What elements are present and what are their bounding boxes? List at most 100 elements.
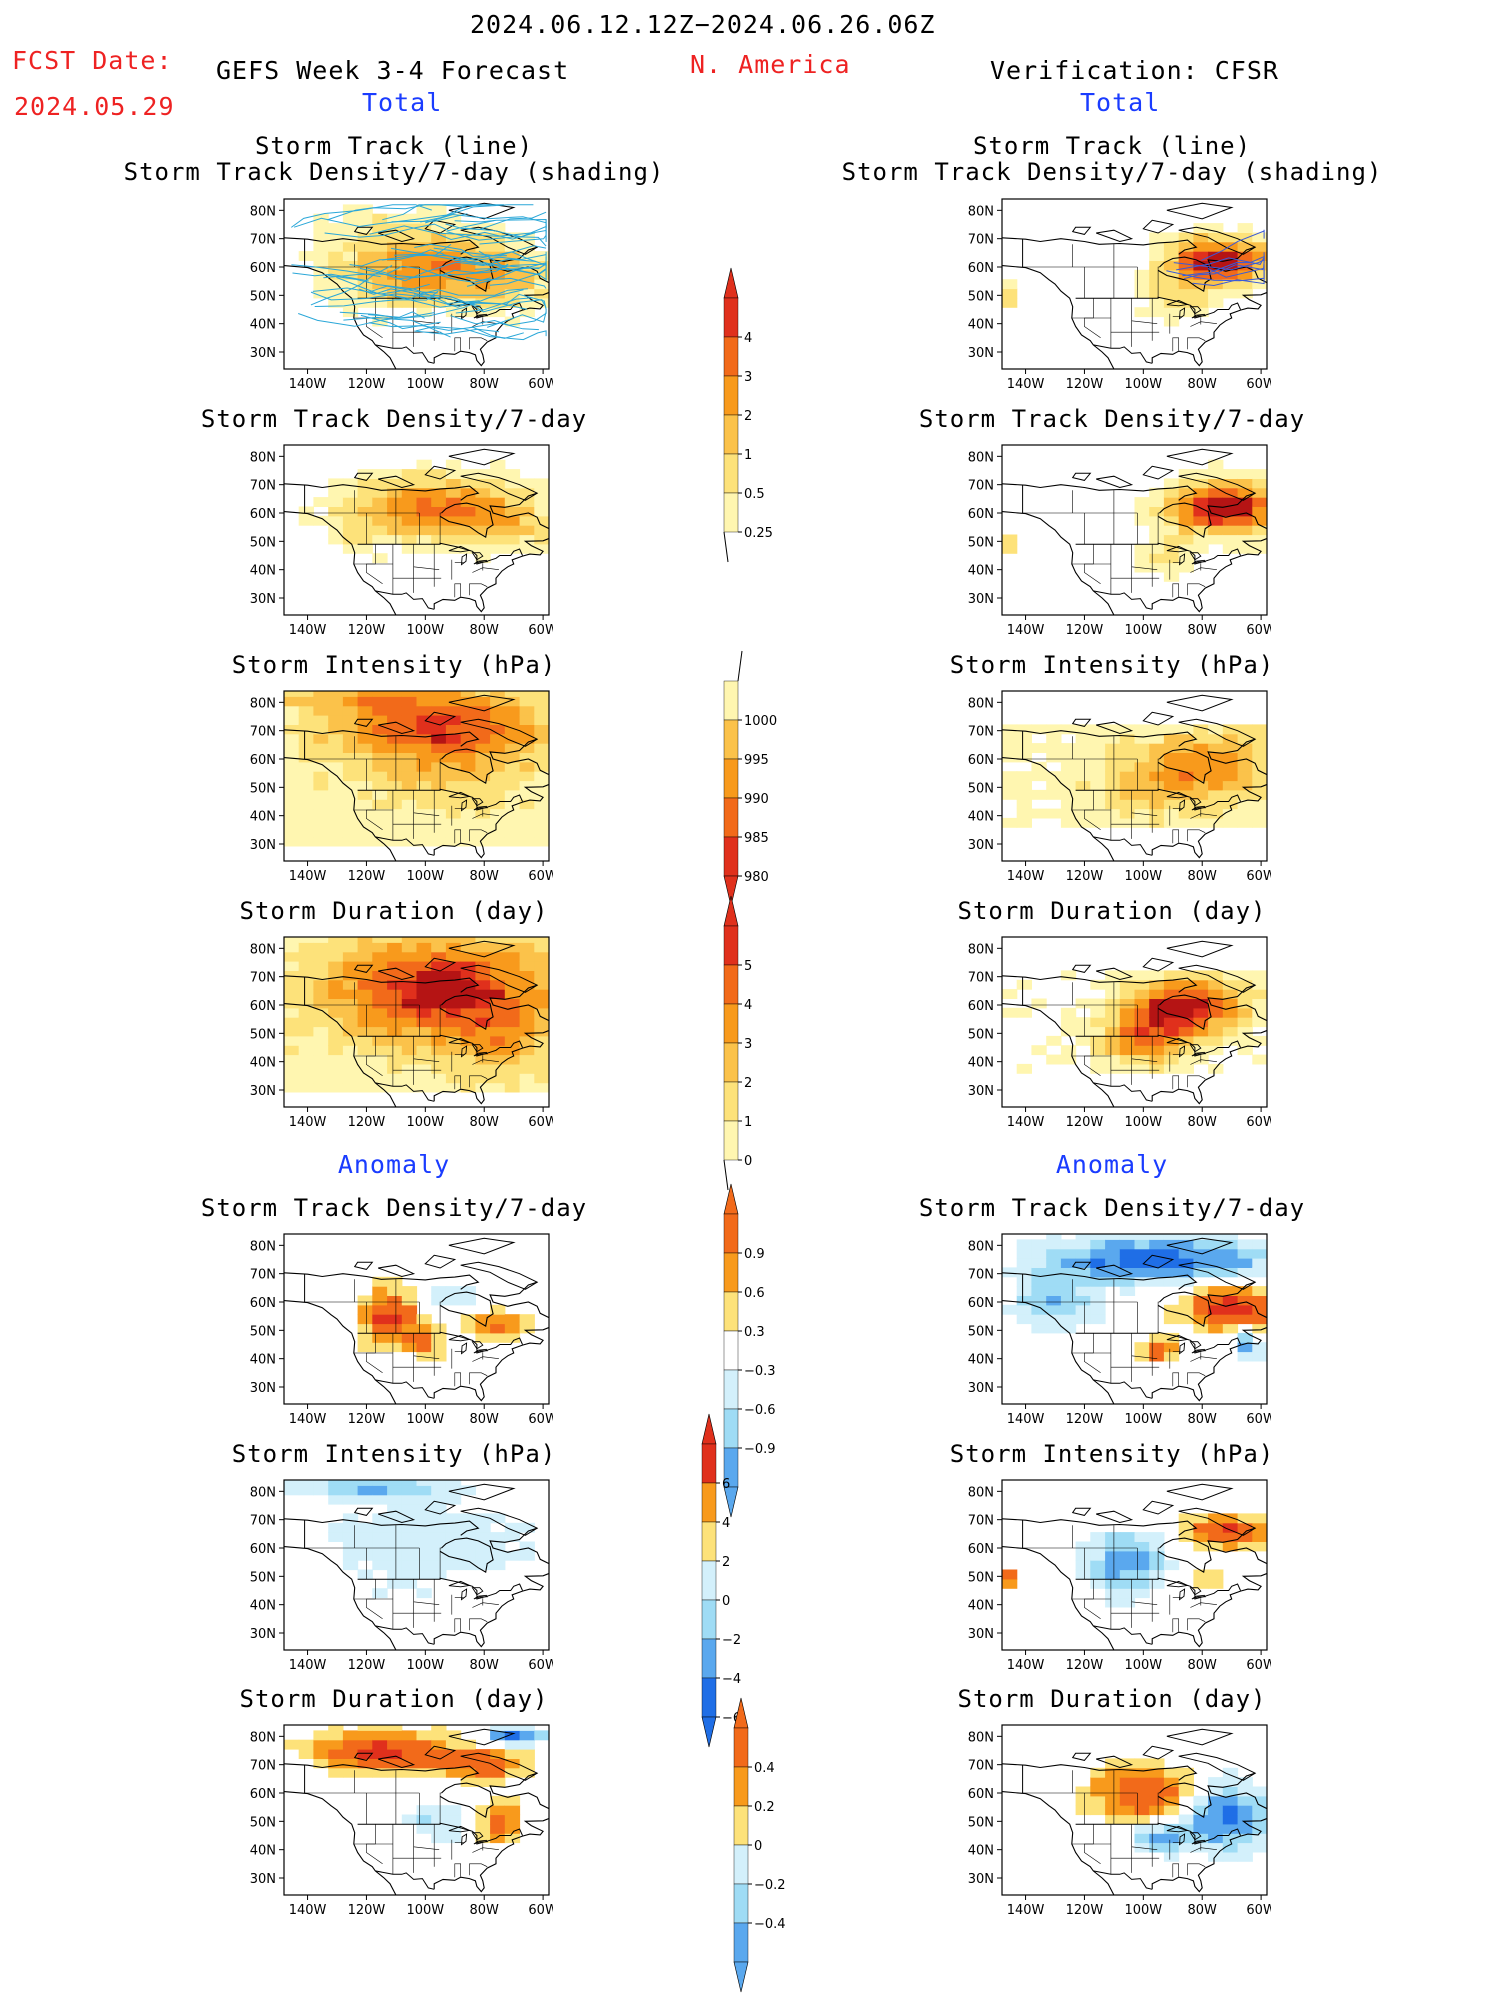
lon-tick-label: 100W <box>1124 1903 1162 1918</box>
lat-tick-label: 30N <box>250 592 276 607</box>
lon-tick-label: 100W <box>1124 1412 1162 1427</box>
lat-tick-label: 40N <box>968 1056 994 1071</box>
title-intensity-left: Storm Intensity (hPa) <box>231 651 557 679</box>
lat-tick-label: 80N <box>968 204 994 219</box>
title-density-right: Storm Track Density/7-day <box>918 405 1306 433</box>
colorbar-tick-label: −4 <box>722 1672 741 1687</box>
lon-tick-label: 100W <box>406 1658 444 1673</box>
lat-tick-label: 60N <box>968 1787 994 1802</box>
lon-tick-label: 60W <box>528 869 553 884</box>
title-track-shading-right: Storm Track Density/7-day (shading) <box>841 158 1383 186</box>
map-svg: 80N 70N 60N 50N 40N 30N 140W 120W 100W 80W 60W <box>968 1233 1276 1427</box>
lat-tick-label: 70N <box>250 1268 276 1283</box>
lon-tick-label: 60W <box>1246 869 1271 884</box>
lon-tick-label: 140W <box>289 1115 327 1130</box>
lon-tick-label: 80W <box>1188 623 1218 638</box>
lon-tick-label: 80W <box>1188 377 1218 392</box>
lat-tick-label: 40N <box>250 1599 276 1614</box>
map-density-anom-left: 80N 70N 60N 50N 40N 30N 140W 120W 100W 80W 60W <box>236 1230 558 1432</box>
lat-tick-label: 30N <box>250 1381 276 1396</box>
lon-tick-label: 80W <box>470 1658 500 1673</box>
lat-tick-label: 40N <box>250 810 276 825</box>
lat-tick-label: 50N <box>250 1027 276 1042</box>
lat-tick-label: 30N <box>968 838 994 853</box>
lat-tick-label: 80N <box>250 450 276 465</box>
lat-tick-label: 80N <box>250 696 276 711</box>
colorbar-tick-label: 2 <box>722 1555 730 1570</box>
lat-tick-label: 70N <box>250 971 276 986</box>
colorbar-tick-label: 0 <box>722 1594 730 1609</box>
lon-tick-label: 140W <box>1007 1658 1045 1673</box>
map-svg: 80N 70N 60N 50N 40N 30N 140W 120W 100W 80W 60W <box>250 1233 558 1427</box>
lon-tick-label: 140W <box>289 623 327 638</box>
title-duration-anom-left: Storm Duration (day) <box>239 1685 549 1713</box>
colorbar-tick-label: −2 <box>722 1633 741 1648</box>
map-intensity-left: 80N 70N 60N 50N 40N 30N 140W 120W 100W 80W 60W <box>236 687 558 889</box>
colorbar-tick-label: 4 <box>722 1516 730 1531</box>
lat-tick-label: 50N <box>968 1027 994 1042</box>
lat-tick-label: 60N <box>250 753 276 768</box>
title-intensity-anom-left: Storm Intensity (hPa) <box>231 1440 557 1468</box>
colorbar-svg: 5 4 3 2 1 0 <box>723 895 752 1191</box>
lon-tick-label: 80W <box>470 1115 500 1130</box>
lon-tick-label: 140W <box>289 1658 327 1673</box>
right-verification-title: Verification: CFSR <box>990 56 1279 85</box>
lon-tick-label: 60W <box>528 1115 553 1130</box>
lat-tick-label: 70N <box>968 1268 994 1283</box>
title-density-anom-left: Storm Track Density/7-day <box>200 1194 588 1222</box>
lon-tick-label: 80W <box>1188 1658 1218 1673</box>
lon-tick-label: 120W <box>1066 377 1104 392</box>
title-track-shading-left: Storm Track Density/7-day (shading) <box>123 158 665 186</box>
map-intensity-right: 80N 70N 60N 50N 40N 30N 140W 120W 100W 80W 60W <box>954 687 1276 889</box>
map-intensity-anom-right: 80N 70N 60N 50N 40N 30N 140W 120W 100W 80W 60W <box>954 1476 1276 1678</box>
lon-tick-label: 120W <box>348 1115 386 1130</box>
lat-tick-label: 60N <box>968 1542 994 1557</box>
lon-tick-label: 60W <box>1246 1412 1271 1427</box>
lon-tick-label: 60W <box>528 1412 553 1427</box>
colorbar-tick-label: 0.5 <box>744 487 765 502</box>
lat-tick-label: 60N <box>968 507 994 522</box>
colorbar-tick-label: 0.25 <box>744 526 773 541</box>
lon-tick-label: 140W <box>1007 1115 1045 1130</box>
map-track-left: 80N 70N 60N 50N 40N 30N 140W 120W 100W 80W 60W <box>236 195 558 397</box>
map-svg: 80N 70N 60N 50N 40N 30N 140W 120W 100W 80W 60W <box>250 1724 558 1918</box>
colorbar-tick-label: −0.6 <box>744 1403 776 1418</box>
title-density-anom-right: Storm Track Density/7-day <box>918 1194 1306 1222</box>
lon-tick-label: 140W <box>1007 869 1045 884</box>
lat-tick-label: 50N <box>968 535 994 550</box>
lat-tick-label: 40N <box>250 564 276 579</box>
map-svg: 80N 70N 60N 50N 40N 30N 140W 120W 100W 80W 60W <box>250 690 558 884</box>
lat-tick-label: 80N <box>250 1730 276 1745</box>
colorbar-tick-label: 3 <box>744 370 752 385</box>
lon-tick-label: 100W <box>406 1115 444 1130</box>
lat-tick-label: 80N <box>250 1485 276 1500</box>
lat-tick-label: 60N <box>250 1542 276 1557</box>
lon-tick-label: 100W <box>406 1903 444 1918</box>
map-duration-right: 80N 70N 60N 50N 40N 30N 140W 120W 100W 80W 60W <box>954 933 1276 1135</box>
map-svg: 80N 70N 60N 50N 40N 30N 140W 120W 100W 80W 60W <box>968 1724 1276 1918</box>
colorbar-tick-label: 1000 <box>744 714 777 729</box>
lat-tick-label: 30N <box>968 1381 994 1396</box>
lon-tick-label: 100W <box>1124 869 1162 884</box>
map-svg: 80N 70N 60N 50N 40N 30N 140W 120W 100W 80W 60W <box>968 198 1276 392</box>
lat-tick-label: 30N <box>250 1627 276 1642</box>
colorbar-tick-label: 0 <box>754 1839 762 1854</box>
lat-tick-label: 80N <box>968 696 994 711</box>
lon-tick-label: 60W <box>528 1903 553 1918</box>
lat-tick-label: 40N <box>968 318 994 333</box>
lat-tick-label: 70N <box>968 971 994 986</box>
colorbar-density-anomaly: 0.9 0.6 0.3 −0.3 −0.6 −0.9 <box>718 1178 798 1531</box>
lat-tick-label: 40N <box>250 1353 276 1368</box>
lat-tick-label: 70N <box>968 233 994 248</box>
lat-tick-label: 40N <box>968 810 994 825</box>
lat-tick-label: 50N <box>250 1324 276 1339</box>
lon-tick-label: 140W <box>289 1412 327 1427</box>
map-density-right: 80N 70N 60N 50N 40N 30N 140W 120W 100W 80W 60W <box>954 441 1276 643</box>
lat-tick-label: 50N <box>968 1570 994 1585</box>
lon-tick-label: 80W <box>1188 1903 1218 1918</box>
map-svg: 80N 70N 60N 50N 40N 30N 140W 120W 100W 80W 60W <box>250 936 558 1130</box>
lat-tick-label: 30N <box>968 1084 994 1099</box>
lat-tick-label: 80N <box>250 942 276 957</box>
lat-tick-label: 80N <box>968 1485 994 1500</box>
